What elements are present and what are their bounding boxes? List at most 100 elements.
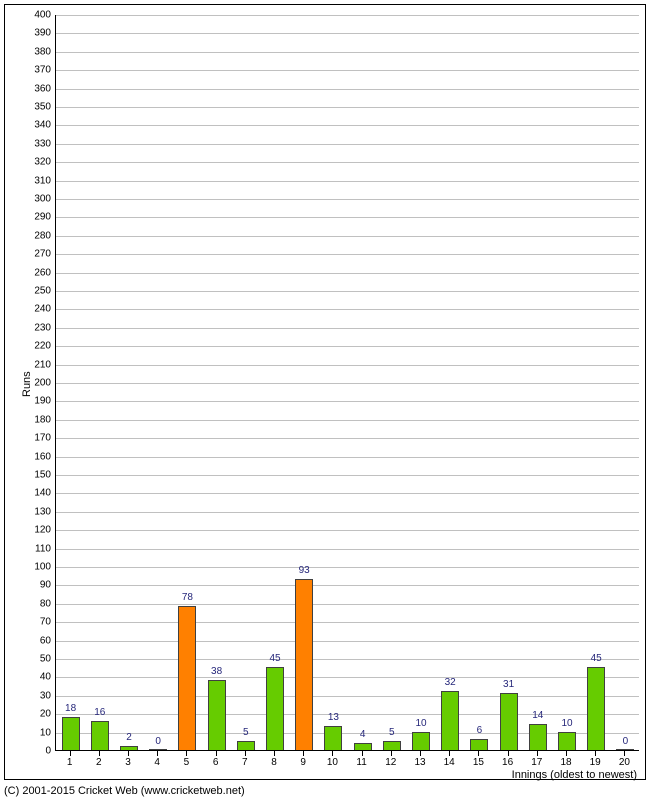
- y-tick-label: 190: [27, 396, 51, 407]
- y-tick-label: 280: [27, 230, 51, 241]
- y-tick-label: 360: [27, 83, 51, 94]
- bar: [208, 680, 226, 750]
- chart-container: 181620783854593134510326311410450 Runs I…: [0, 0, 650, 800]
- bar-value-label: 45: [591, 653, 602, 664]
- x-tick-mark: [332, 751, 333, 756]
- gridline: [56, 291, 639, 292]
- gridline: [56, 125, 639, 126]
- y-tick-label: 390: [27, 28, 51, 39]
- x-tick-mark: [449, 751, 450, 756]
- gridline: [56, 365, 639, 366]
- x-tick-label: 10: [327, 757, 338, 768]
- y-tick-label: 130: [27, 506, 51, 517]
- gridline: [56, 733, 639, 734]
- gridline: [56, 346, 639, 347]
- x-tick-mark: [508, 751, 509, 756]
- y-tick-label: 160: [27, 451, 51, 462]
- y-tick-label: 110: [27, 543, 51, 554]
- x-tick-label: 18: [560, 757, 571, 768]
- gridline: [56, 659, 639, 660]
- copyright-text: (C) 2001-2015 Cricket Web (www.cricketwe…: [4, 785, 245, 797]
- bar-value-label: 0: [623, 736, 629, 747]
- gridline: [56, 714, 639, 715]
- y-tick-label: 350: [27, 102, 51, 113]
- bar-value-label: 38: [211, 666, 222, 677]
- x-tick-label: 15: [473, 757, 484, 768]
- x-tick-label: 17: [531, 757, 542, 768]
- y-tick-label: 210: [27, 359, 51, 370]
- y-tick-label: 300: [27, 194, 51, 205]
- bar: [383, 741, 401, 750]
- bar: [62, 717, 80, 750]
- plot-area: 181620783854593134510326311410450: [55, 15, 639, 751]
- x-tick-mark: [186, 751, 187, 756]
- x-tick-mark: [624, 751, 625, 756]
- x-tick-label: 14: [444, 757, 455, 768]
- y-tick-label: 60: [27, 635, 51, 646]
- y-tick-label: 270: [27, 249, 51, 260]
- y-tick-label: 290: [27, 212, 51, 223]
- gridline: [56, 549, 639, 550]
- x-tick-mark: [274, 751, 275, 756]
- y-tick-label: 140: [27, 488, 51, 499]
- y-tick-label: 370: [27, 65, 51, 76]
- y-tick-label: 0: [27, 746, 51, 757]
- bar-value-label: 6: [477, 725, 483, 736]
- bar: [470, 739, 488, 750]
- y-tick-label: 330: [27, 138, 51, 149]
- y-tick-label: 50: [27, 654, 51, 665]
- bar-value-label: 18: [65, 703, 76, 714]
- y-tick-label: 70: [27, 617, 51, 628]
- y-tick-label: 100: [27, 562, 51, 573]
- x-tick-label: 2: [96, 757, 102, 768]
- gridline: [56, 696, 639, 697]
- x-tick-mark: [70, 751, 71, 756]
- x-tick-mark: [566, 751, 567, 756]
- gridline: [56, 641, 639, 642]
- bar-value-label: 5: [389, 727, 395, 738]
- gridline: [56, 144, 639, 145]
- gridline: [56, 33, 639, 34]
- gridline: [56, 438, 639, 439]
- y-tick-label: 400: [27, 10, 51, 21]
- x-tick-label: 20: [619, 757, 630, 768]
- bar: [529, 724, 547, 750]
- gridline: [56, 254, 639, 255]
- y-tick-label: 310: [27, 175, 51, 186]
- x-tick-label: 11: [356, 757, 366, 768]
- bar-value-label: 31: [503, 679, 514, 690]
- gridline: [56, 217, 639, 218]
- gridline: [56, 401, 639, 402]
- y-tick-label: 250: [27, 286, 51, 297]
- x-tick-label: 12: [385, 757, 396, 768]
- x-tick-label: 5: [184, 757, 190, 768]
- bar: [441, 691, 459, 750]
- bar-value-label: 45: [269, 653, 280, 664]
- x-tick-label: 6: [213, 757, 219, 768]
- bar: [412, 732, 430, 750]
- x-tick-label: 4: [154, 757, 160, 768]
- bar: [237, 741, 255, 750]
- x-tick-mark: [99, 751, 100, 756]
- y-tick-label: 220: [27, 341, 51, 352]
- y-tick-label: 120: [27, 525, 51, 536]
- bar: [91, 721, 109, 750]
- x-tick-mark: [595, 751, 596, 756]
- bar-value-label: 78: [182, 592, 193, 603]
- y-tick-label: 90: [27, 580, 51, 591]
- bar: [120, 746, 138, 750]
- x-tick-label: 19: [590, 757, 601, 768]
- y-tick-label: 200: [27, 378, 51, 389]
- x-tick-mark: [216, 751, 217, 756]
- x-tick-label: 1: [67, 757, 73, 768]
- y-tick-label: 320: [27, 157, 51, 168]
- bar-value-label: 10: [561, 718, 572, 729]
- x-tick-mark: [391, 751, 392, 756]
- gridline: [56, 162, 639, 163]
- gridline: [56, 475, 639, 476]
- gridline: [56, 70, 639, 71]
- gridline: [56, 420, 639, 421]
- x-tick-mark: [245, 751, 246, 756]
- bar-value-label: 5: [243, 727, 249, 738]
- gridline: [56, 585, 639, 586]
